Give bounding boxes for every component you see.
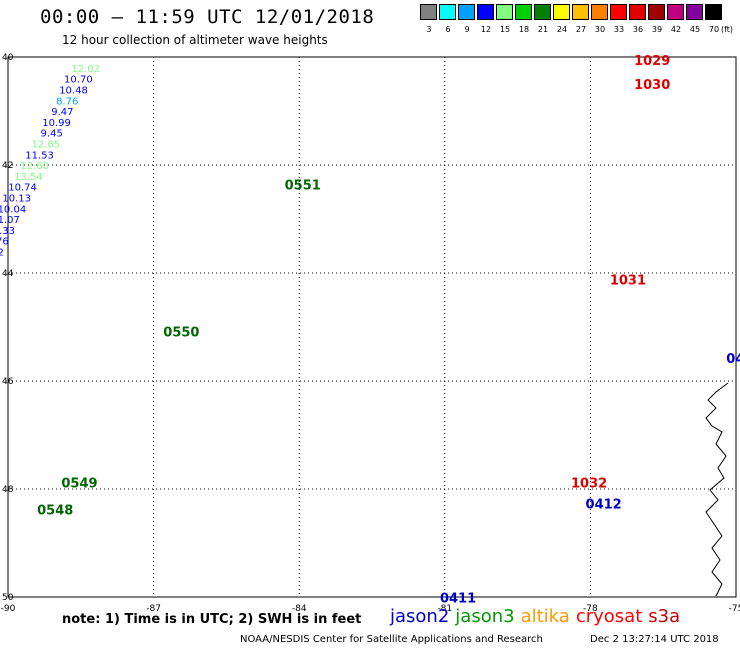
y-tick-label: 50 [2,593,14,603]
x-tick-label: -75 [729,604,740,614]
time-annotation: 0548 [37,504,73,519]
scale-label: 30 [594,25,606,34]
time-annotation: 0413 [726,352,740,367]
scale-label: 12 [480,25,492,34]
time-annotation: 0411 [440,592,476,607]
swh-value-label: 11.07 [0,215,20,226]
scale-swatch [610,4,627,20]
swh-value-label: 10.13 [2,193,31,204]
scale-label: 42 [670,25,682,34]
x-tick-label: -81 [437,604,452,614]
scale-label: 39 [651,25,663,34]
plot-frame [7,56,737,598]
chart-title: 00:00 – 11:59 UTC 12/01/2018 [40,6,375,28]
scale-label: 27 [575,25,587,34]
swh-value-label: 10.48 [59,85,88,96]
scale-label: 18 [518,25,530,34]
coastline [705,382,729,597]
chart-subtitle: 12 hour collection of altimeter wave hei… [62,33,328,47]
scale-swatch [648,4,665,20]
time-annotation: 1029 [634,54,670,69]
scale-label: 36 [632,25,644,34]
scale-swatch [553,4,570,20]
time-annotation: 0412 [586,498,622,513]
x-tick-label: -84 [292,604,307,614]
satellite-legend: jason2 jason3 altika cryosat s3a [390,606,686,627]
scale-label: 33 [613,25,625,34]
scale-label: 45 [689,25,701,34]
scale-label: 3 [426,25,432,34]
x-tick-label: -87 [146,604,161,614]
swh-value-label: 11.53 [25,150,54,161]
time-annotation: 1032 [571,477,607,492]
y-tick-label: 40 [2,53,14,63]
swh-value-label: 10.70 [64,75,93,86]
legend-item-altika: altika [520,606,570,627]
y-tick-label: 42 [2,161,13,171]
scale-swatch [667,4,684,20]
scale-swatch [572,4,589,20]
scale-label: 21 [537,25,549,34]
legend-item-jason2: jason2 [390,606,450,627]
time-annotation: 0549 [61,477,97,492]
swh-value-label: 11.76 [0,237,9,248]
y-tick-label: 48 [2,485,14,495]
scale-swatch [686,4,703,20]
scale-label: 15 [499,25,511,34]
scale-swatch [534,4,551,20]
scale-swatch [420,4,437,20]
swh-value-label: 13.54 [14,172,43,183]
time-annotation: 0551 [285,178,321,193]
scale-label: 70 [708,25,720,34]
swh-value-label: 10.92 [0,247,4,258]
time-annotation: 1030 [634,78,670,93]
scale-label: 9 [464,25,470,34]
y-tick-label: 44 [2,269,14,279]
swh-value-label: 10.74 [8,183,37,194]
swh-value-label: 11.33 [0,226,15,237]
scale-label: 6 [445,25,451,34]
legend-item-cryosat: cryosat [575,606,643,627]
swh-value-label: 10.99 [42,118,71,129]
swh-value-label: 10.04 [0,204,26,215]
scale-swatch [477,4,494,20]
x-tick-label: -90 [1,604,16,614]
note-text: note: 1) Time is in UTC; 2) SWH is in fe… [62,612,362,627]
scale-unit: (ft) [720,25,734,34]
scale-label: 24 [556,25,568,34]
swh-value-label: 9.47 [51,107,73,118]
footer: NOAA/NESDIS Center for Satellite Applica… [240,634,719,645]
footer-timestamp: Dec 2 13:27:14 UTC 2018 [590,634,719,645]
x-tick-label: -78 [583,604,598,614]
scale-swatch [629,4,646,20]
swh-value-label: 12.65 [32,139,61,150]
scale-swatch [458,4,475,20]
legend-item-s3a: s3a [648,606,681,627]
swh-value-label: 12.60 [20,161,49,172]
scale-swatch [705,4,722,20]
footer-credit: NOAA/NESDIS Center for Satellite Applica… [240,634,543,645]
scale-swatch [439,4,456,20]
swh-value-label: 9.45 [41,129,63,140]
scale-swatch [515,4,532,20]
y-tick-label: 46 [2,377,14,387]
legend-item-jason3: jason3 [455,606,515,627]
time-annotation: 0550 [163,325,199,340]
scale-swatch [496,4,513,20]
scale-swatch [591,4,608,20]
time-annotation: 1031 [610,273,646,288]
swh-value-label: 12.02 [71,64,100,75]
swh-value-label: 8.76 [56,96,78,107]
